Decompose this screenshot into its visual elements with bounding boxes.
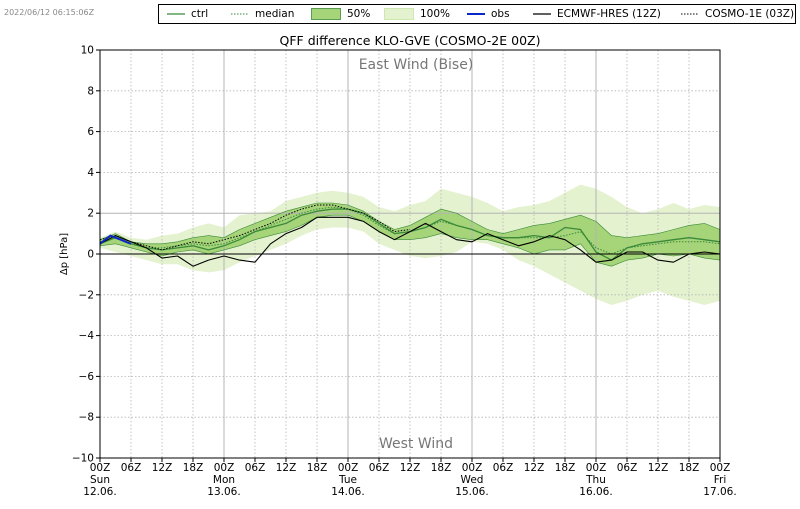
x-tick-label: 18Z xyxy=(307,462,328,474)
day-name-label: Mon xyxy=(213,474,235,486)
legend-item-p50: 50% xyxy=(311,5,370,23)
x-tick-label: 18Z xyxy=(183,462,204,474)
y-tick-label: −2 xyxy=(79,289,94,301)
day-date-label: 12.06. xyxy=(83,486,116,498)
annotation-east-wind: East Wind (Bise) xyxy=(359,57,474,73)
day-date-label: 16.06. xyxy=(579,486,612,498)
x-tick-label: 18Z xyxy=(679,462,700,474)
median-line xyxy=(99,206,721,255)
timestamp: 2022/06/12 06:15:06Z xyxy=(4,8,95,17)
band-50-lower-edge xyxy=(99,214,721,267)
legend-item-p100: 100% xyxy=(384,5,450,23)
day-name-label: Sun xyxy=(90,474,110,486)
legend-label-ctrl: ctrl xyxy=(191,8,209,20)
day-name-label: Tue xyxy=(338,474,357,486)
x-tick-label: 06Z xyxy=(369,462,390,474)
day-date-label: 17.06. xyxy=(703,486,736,498)
y-tick-label: −4 xyxy=(79,330,95,342)
legend-item-ctrl: ctrl xyxy=(167,5,208,23)
y-tick-label: 8 xyxy=(87,85,94,97)
y-tick-label: 4 xyxy=(87,167,94,179)
band50-swatch-icon xyxy=(311,8,341,20)
y-tick-label: −8 xyxy=(79,412,94,424)
day-labels: Sun12.06.Mon13.06.Tue14.06.Wed15.06.Thu1… xyxy=(83,474,736,498)
legend-label-hres: ECMWF-HRES (12Z) xyxy=(557,8,661,20)
x-tick-label: 06Z xyxy=(121,462,142,474)
y-tick-label: 6 xyxy=(87,126,94,138)
legend-label-obs: obs xyxy=(491,8,510,20)
x-tick-label: 12Z xyxy=(400,462,421,474)
day-name-label: Fri xyxy=(714,474,727,486)
x-ticks: 00Z 06Z 12Z 18Z 00Z 06Z 12Z 18Z 00Z 06Z 12Z 18Z 00Z 0… xyxy=(90,458,731,474)
bands-layer xyxy=(100,184,720,305)
y-tick-label: −6 xyxy=(79,371,95,383)
y-ticks: 10 8 6 4 2 0 −2 −4 −6 −8 −10 xyxy=(72,45,100,465)
day-date-label: 13.06. xyxy=(207,486,240,498)
hres-swatch-icon xyxy=(533,13,551,15)
x-tick-label: 00Z xyxy=(462,462,483,474)
legend-label-p50: 50% xyxy=(347,8,371,20)
ctrl-swatch-icon xyxy=(167,13,185,15)
obs-swatch-icon xyxy=(467,13,485,15)
x-tick-label: 06Z xyxy=(493,462,514,474)
x-tick-label: 00Z xyxy=(90,462,111,474)
band-50-upper-edge xyxy=(99,202,721,245)
legend-item-hres: ECMWF-HRES (12Z) xyxy=(533,5,661,23)
legend-label-p100: 100% xyxy=(420,8,451,20)
x-tick-label: 06Z xyxy=(245,462,266,474)
annotation-west-wind: West Wind xyxy=(379,436,453,452)
x-tick-label: 12Z xyxy=(524,462,545,474)
day-name-label: Wed xyxy=(461,474,484,486)
lines-layer xyxy=(99,202,721,267)
y-tick-label: 2 xyxy=(87,208,94,220)
x-tick-label: 12Z xyxy=(276,462,297,474)
day-date-label: 14.06. xyxy=(331,486,364,498)
legend: ctrl median 50% 100% obs ECMWF-HRES (12Z… xyxy=(158,4,796,24)
x-tick-label: 18Z xyxy=(431,462,452,474)
median-swatch-icon xyxy=(231,13,249,15)
day-date-label: 15.06. xyxy=(455,486,488,498)
cosmo1-line xyxy=(99,204,411,251)
y-tick-label: −10 xyxy=(72,453,94,465)
legend-item-obs: obs xyxy=(467,5,510,23)
legend-label-median: median xyxy=(255,8,295,20)
x-tick-label: 12Z xyxy=(152,462,173,474)
obs-line xyxy=(99,234,132,245)
hres-line xyxy=(99,216,721,267)
x-tick-label: 00Z xyxy=(338,462,359,474)
legend-label-cosmo1: COSMO-1E (03Z) xyxy=(705,8,795,20)
x-tick-label: 12Z xyxy=(648,462,669,474)
chart-title: QFF difference KLO-GVE (COSMO-2E 00Z) xyxy=(280,33,541,48)
x-tick-label: 18Z xyxy=(555,462,576,474)
legend-item-median: median xyxy=(231,5,294,23)
y-axis-label: Δp [hPa] xyxy=(59,233,70,275)
cosmo1-swatch-icon xyxy=(681,13,699,15)
x-tick-label: 06Z xyxy=(617,462,638,474)
band100-swatch-icon xyxy=(384,8,414,20)
x-tick-label: 00Z xyxy=(214,462,235,474)
day-name-label: Thu xyxy=(585,474,606,486)
y-tick-label: 10 xyxy=(81,45,94,57)
legend-item-cosmo1: COSMO-1E (03Z) xyxy=(681,5,794,23)
x-tick-label: 00Z xyxy=(586,462,607,474)
y-tick-label: 0 xyxy=(87,249,94,261)
band-50-area xyxy=(100,203,720,267)
x-tick-label: 00Z xyxy=(710,462,731,474)
